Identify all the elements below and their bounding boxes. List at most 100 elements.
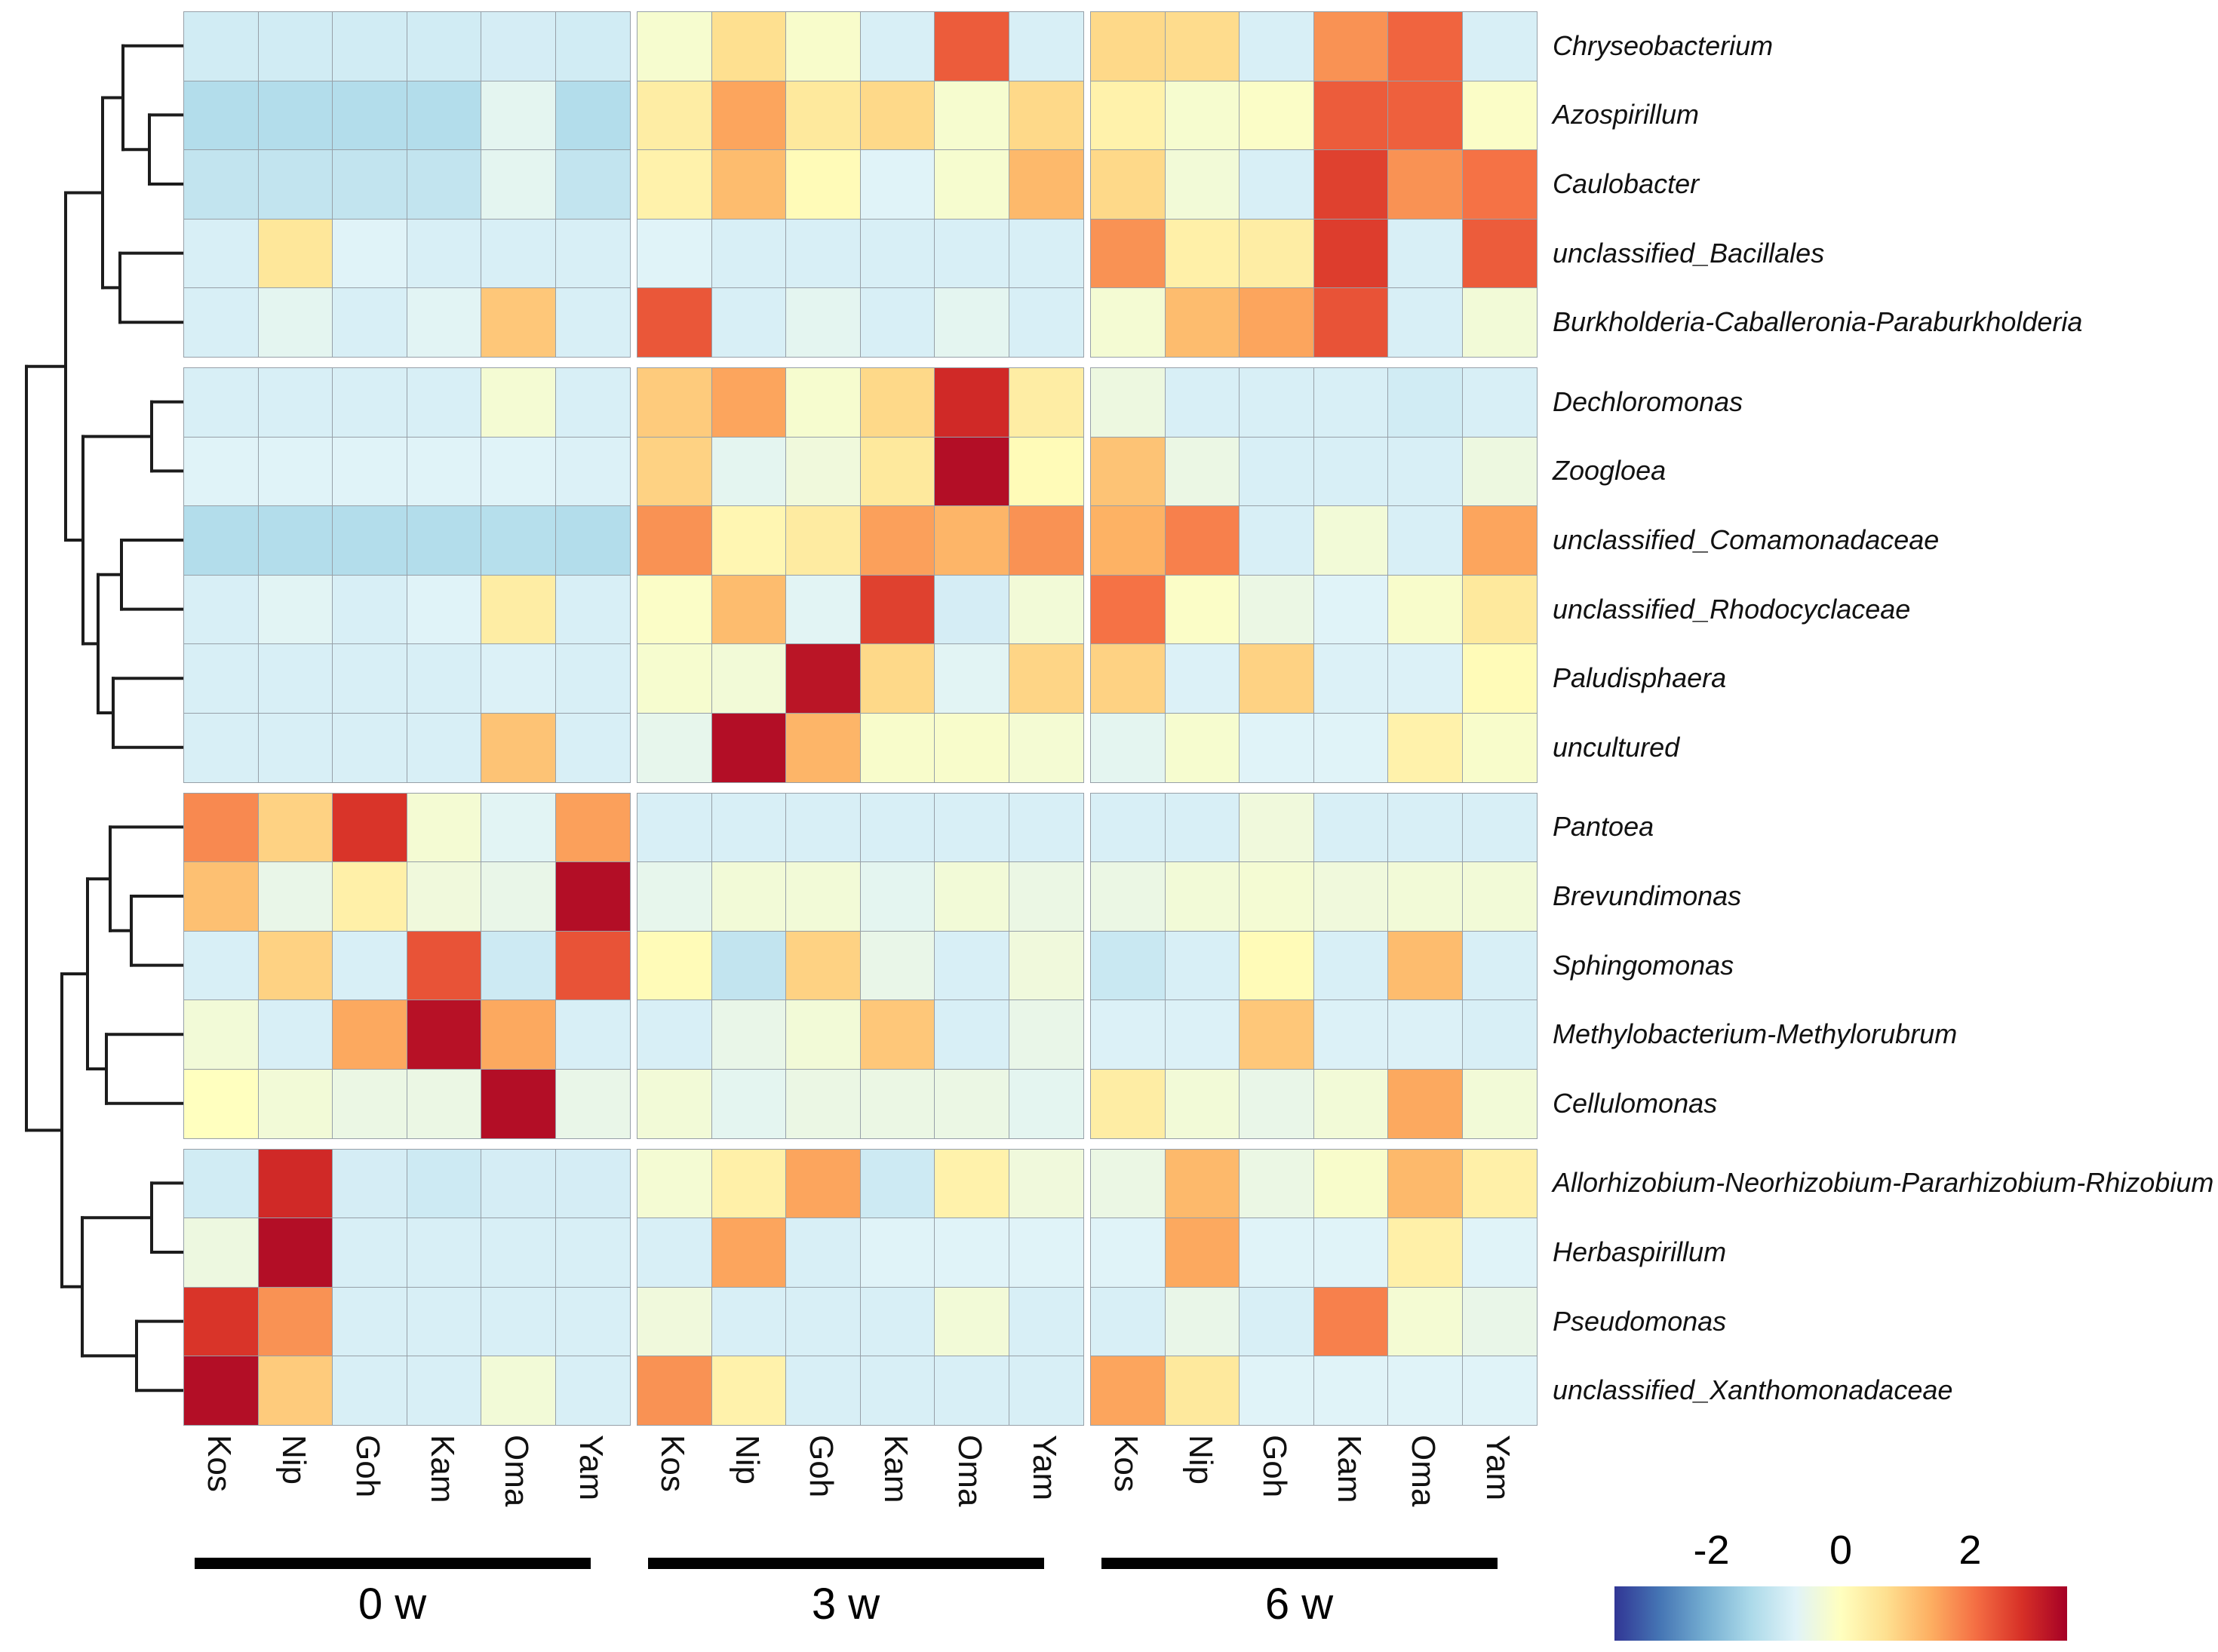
- heatmap-cell: [1313, 999, 1389, 1070]
- heatmap-cell: [1313, 505, 1389, 576]
- row-label: Burkholderia-Caballeronia-Paraburkholder…: [1553, 306, 2083, 338]
- heatmap-cell: [481, 367, 556, 438]
- column-label: Oma: [951, 1435, 989, 1507]
- heatmap-cell: [406, 713, 482, 784]
- heatmap-cell: [711, 792, 787, 863]
- heatmap-cell: [481, 218, 556, 289]
- heatmap-cell: [1239, 574, 1314, 645]
- heatmap-cell: [1387, 713, 1463, 784]
- row-label: Brevundimonas: [1553, 880, 1742, 911]
- heatmap-cell: [1461, 574, 1538, 645]
- heatmap-cell: [257, 436, 333, 507]
- heatmap-cell: [257, 1148, 333, 1219]
- heatmap-cell: [481, 80, 556, 151]
- heatmap-cell: [1387, 643, 1463, 714]
- heatmap-cell: [1387, 1148, 1463, 1219]
- heatmap-cell: [554, 11, 631, 82]
- heatmap-cell: [859, 643, 935, 714]
- heatmap-cell: [554, 149, 631, 220]
- heatmap-cell: [1313, 1069, 1389, 1140]
- column-label: Nip: [728, 1435, 766, 1485]
- heatmap-cell: [1090, 643, 1166, 714]
- heatmap-cell: [332, 436, 407, 507]
- heatmap-cell: [934, 713, 1009, 784]
- heatmap-cell: [637, 80, 712, 151]
- heatmap-cell: [257, 643, 333, 714]
- heatmap-cell: [1008, 505, 1084, 576]
- heatmap-cell: [859, 999, 935, 1070]
- heatmap-cell: [711, 643, 787, 714]
- heatmap-cell: [1387, 287, 1463, 358]
- heatmap-cell: [785, 930, 861, 1001]
- heatmap-cell: [406, 1356, 482, 1426]
- heatmap-cell: [481, 1286, 556, 1357]
- heatmap-cell: [1313, 1356, 1389, 1426]
- heatmap-cell: [1461, 792, 1538, 863]
- heatmap-cell: [183, 1218, 259, 1288]
- heatmap-cell: [183, 792, 259, 863]
- heatmap-cell: [1461, 149, 1538, 220]
- heatmap-cell: [1387, 367, 1463, 438]
- heatmap-cell: [1387, 1286, 1463, 1357]
- heatmap-cell: [1461, 1148, 1538, 1219]
- heatmap-cell: [859, 11, 935, 82]
- heatmap-cell: [1387, 1218, 1463, 1288]
- heatmap-cell: [934, 287, 1009, 358]
- heatmap-cell: [1090, 505, 1166, 576]
- heatmap-cell: [637, 1218, 712, 1288]
- heatmap-cell: [406, 999, 482, 1070]
- row-label: uncultured: [1553, 731, 1680, 763]
- heatmap-cell: [257, 1218, 333, 1288]
- heatmap-cell: [859, 218, 935, 289]
- heatmap-cell: [481, 1148, 556, 1219]
- heatmap-cell: [1313, 218, 1389, 289]
- heatmap-cell: [711, 505, 787, 576]
- heatmap-cell: [637, 149, 712, 220]
- heatmap-cell: [785, 1148, 861, 1219]
- heatmap-cell: [859, 574, 935, 645]
- heatmap-cell: [406, 287, 482, 358]
- heatmap-cell: [1313, 1148, 1389, 1219]
- heatmap-cell: [1461, 930, 1538, 1001]
- column-label: Kos: [201, 1435, 238, 1492]
- heatmap-cell: [934, 643, 1009, 714]
- column-label: Kam: [877, 1435, 914, 1503]
- heatmap-cell: [711, 1356, 787, 1426]
- heatmap-cell: [1461, 643, 1538, 714]
- column-label: Goh: [803, 1435, 840, 1498]
- heatmap-cell: [406, 505, 482, 576]
- row-label: Sphingomonas: [1553, 949, 1734, 981]
- heatmap-cell: [1090, 1218, 1166, 1288]
- row-label: Zoogloea: [1553, 455, 1667, 487]
- heatmap-cell: [859, 713, 935, 784]
- heatmap-cell: [332, 1218, 407, 1288]
- heatmap-cell: [481, 574, 556, 645]
- heatmap-cell: [183, 367, 259, 438]
- heatmap-cell: [1164, 218, 1240, 289]
- heatmap-cell: [257, 999, 333, 1070]
- heatmap-cell: [332, 287, 407, 358]
- heatmap-cell: [1461, 1286, 1538, 1357]
- heatmap-cell: [1461, 80, 1538, 151]
- heatmap-cell: [1387, 436, 1463, 507]
- heatmap-cell: [554, 643, 631, 714]
- heatmap-cell: [481, 643, 556, 714]
- heatmap-cell: [1387, 1356, 1463, 1426]
- heatmap-cell: [637, 792, 712, 863]
- heatmap-cell: [859, 861, 935, 932]
- row-label: unclassified_Xanthomonadaceae: [1553, 1374, 1953, 1406]
- heatmap-cell: [332, 861, 407, 932]
- column-label: Oma: [1405, 1435, 1442, 1507]
- heatmap-cell: [934, 505, 1009, 576]
- heatmap-cell: [554, 1286, 631, 1357]
- heatmap-cell: [183, 505, 259, 576]
- heatmap-cell: [257, 792, 333, 863]
- heatmap-cell: [554, 436, 631, 507]
- heatmap-cell: [1239, 80, 1314, 151]
- heatmap-cell: [1313, 149, 1389, 220]
- heatmap-cell: [1090, 436, 1166, 507]
- heatmap-cell: [637, 1356, 712, 1426]
- heatmap-cell: [1313, 80, 1389, 151]
- heatmap-cell: [1090, 574, 1166, 645]
- heatmap-cell: [637, 11, 712, 82]
